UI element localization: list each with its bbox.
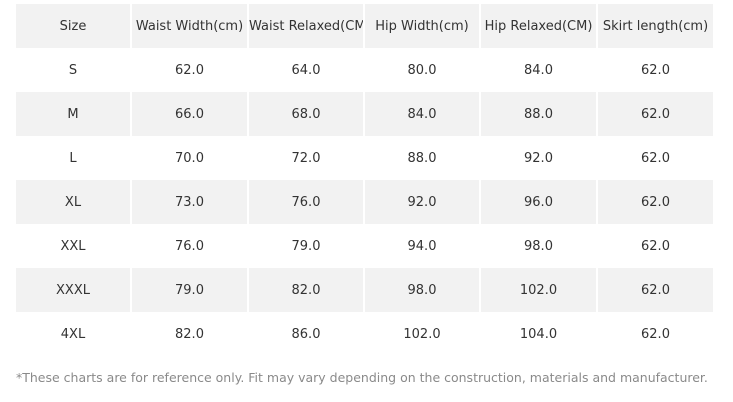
cell-hip-relaxed: 84.0 (479, 48, 596, 92)
cell-skirt-length: 62.0 (596, 312, 713, 356)
cell-size: XXXL (16, 268, 130, 312)
cell-hip-width: 94.0 (363, 224, 479, 268)
cell-size: M (16, 92, 130, 136)
cell-waist-relaxed: 82.0 (247, 268, 363, 312)
cell-hip-width: 84.0 (363, 92, 479, 136)
cell-waist-width: 73.0 (130, 180, 247, 224)
cell-waist-relaxed: 72.0 (247, 136, 363, 180)
table-row-m: M 66.0 68.0 84.0 88.0 62.0 (16, 92, 713, 136)
cell-waist-width: 62.0 (130, 48, 247, 92)
cell-hip-relaxed: 104.0 (479, 312, 596, 356)
cell-waist-width: 82.0 (130, 312, 247, 356)
header-hip-relaxed: Hip Relaxed(CM) (479, 4, 596, 48)
cell-waist-relaxed: 68.0 (247, 92, 363, 136)
cell-waist-relaxed: 79.0 (247, 224, 363, 268)
cell-hip-relaxed: 96.0 (479, 180, 596, 224)
header-skirt-length: Skirt length(cm) (596, 4, 713, 48)
header-size: Size (16, 4, 130, 48)
cell-size: XL (16, 180, 130, 224)
cell-skirt-length: 62.0 (596, 268, 713, 312)
cell-hip-width: 98.0 (363, 268, 479, 312)
cell-size: S (16, 48, 130, 92)
cell-size: XXL (16, 224, 130, 268)
cell-hip-width: 92.0 (363, 180, 479, 224)
table-row-xxxl: XXXL 79.0 82.0 98.0 102.0 62.0 (16, 268, 713, 312)
table-row-l: L 70.0 72.0 88.0 92.0 62.0 (16, 136, 713, 180)
reference-footnote: *These charts are for reference only. Fi… (16, 370, 708, 385)
cell-size: L (16, 136, 130, 180)
table-header-row: Size Waist Width(cm) Waist Relaxed(CM) H… (16, 4, 713, 48)
cell-hip-relaxed: 98.0 (479, 224, 596, 268)
cell-waist-width: 66.0 (130, 92, 247, 136)
table-row-s: S 62.0 64.0 80.0 84.0 62.0 (16, 48, 713, 92)
cell-waist-relaxed: 76.0 (247, 180, 363, 224)
table-row-xxl: XXL 76.0 79.0 94.0 98.0 62.0 (16, 224, 713, 268)
cell-hip-width: 102.0 (363, 312, 479, 356)
cell-hip-relaxed: 88.0 (479, 92, 596, 136)
cell-skirt-length: 62.0 (596, 224, 713, 268)
cell-hip-relaxed: 102.0 (479, 268, 596, 312)
size-chart-table: Size Waist Width(cm) Waist Relaxed(CM) H… (16, 4, 713, 356)
header-hip-width: Hip Width(cm) (363, 4, 479, 48)
cell-skirt-length: 62.0 (596, 48, 713, 92)
cell-skirt-length: 62.0 (596, 136, 713, 180)
cell-skirt-length: 62.0 (596, 92, 713, 136)
table-row-xl: XL 73.0 76.0 92.0 96.0 62.0 (16, 180, 713, 224)
cell-waist-relaxed: 64.0 (247, 48, 363, 92)
cell-skirt-length: 62.0 (596, 180, 713, 224)
cell-waist-width: 79.0 (130, 268, 247, 312)
cell-waist-relaxed: 86.0 (247, 312, 363, 356)
cell-waist-width: 70.0 (130, 136, 247, 180)
table-row-4xl: 4XL 82.0 86.0 102.0 104.0 62.0 (16, 312, 713, 356)
header-waist-width: Waist Width(cm) (130, 4, 247, 48)
cell-hip-width: 88.0 (363, 136, 479, 180)
cell-hip-relaxed: 92.0 (479, 136, 596, 180)
cell-waist-width: 76.0 (130, 224, 247, 268)
cell-hip-width: 80.0 (363, 48, 479, 92)
cell-size: 4XL (16, 312, 130, 356)
header-waist-relaxed: Waist Relaxed(CM) (247, 4, 363, 48)
